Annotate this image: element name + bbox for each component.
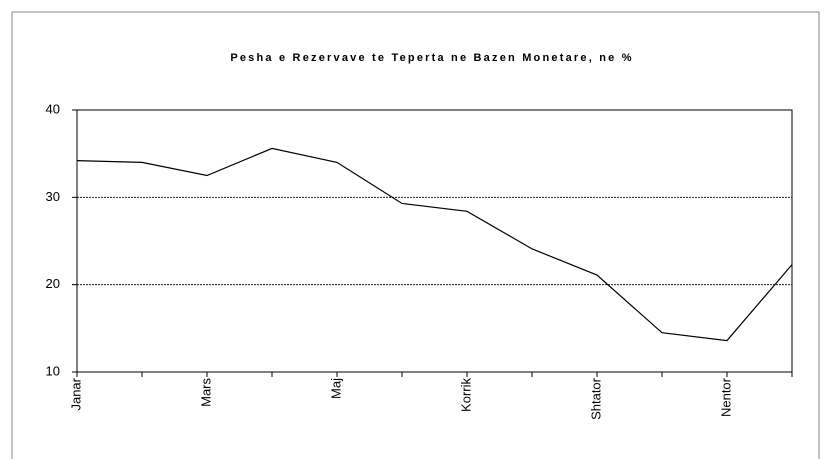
y-tick-label: 20 <box>46 276 60 291</box>
y-tick-label: 40 <box>46 101 60 116</box>
x-tick-label: Nentor <box>718 377 733 417</box>
plot-frame <box>76 109 793 373</box>
x-tick-label: Korrik <box>458 378 473 412</box>
x-tick-label: Maj <box>328 378 343 399</box>
frame <box>11 11 820 459</box>
x-tick-label: Shtator <box>588 377 603 420</box>
x-tick-label: Mars <box>198 378 213 407</box>
y-tick-label: 10 <box>46 363 60 378</box>
x-tick-label: Janar <box>68 377 83 410</box>
line-series <box>76 147 793 342</box>
y-tick-label: 30 <box>46 189 60 204</box>
chart-title: Pesha e Rezervave te Teperta ne Bazen Mo… <box>230 52 633 64</box>
